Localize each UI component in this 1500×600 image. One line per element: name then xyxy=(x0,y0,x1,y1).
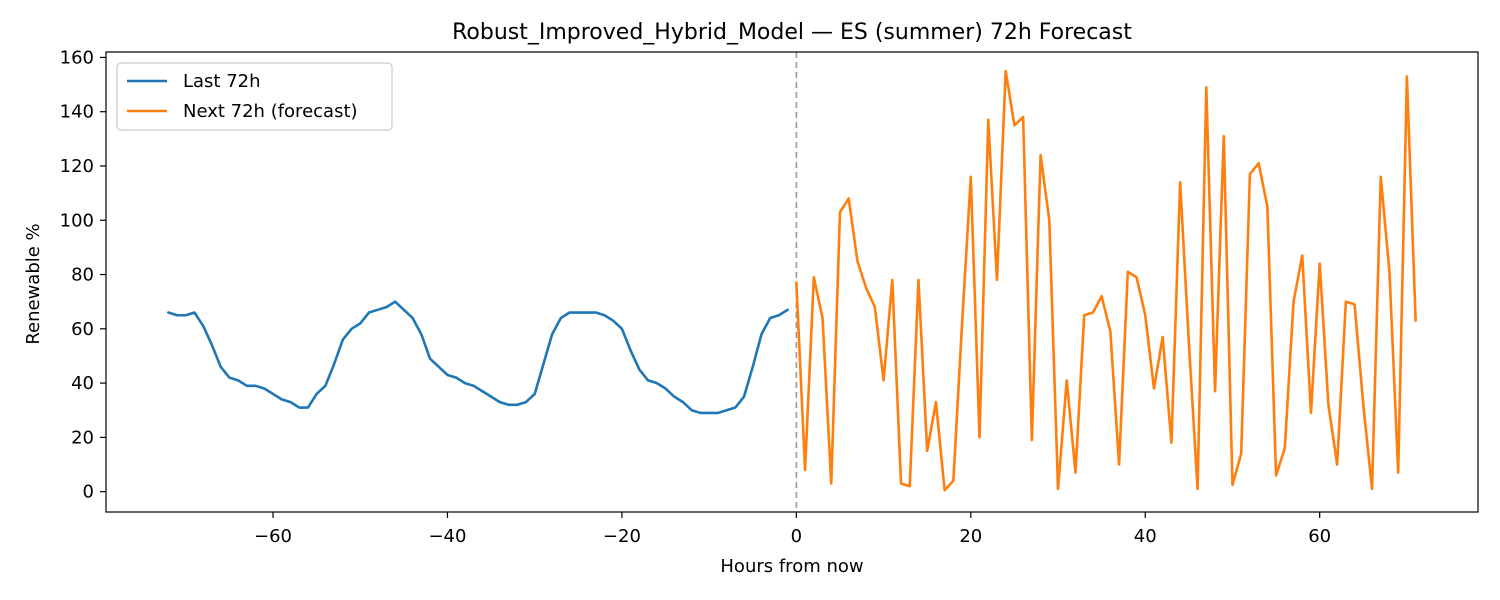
y-tick-label: 60 xyxy=(71,319,94,340)
y-axis-label: Renewable % xyxy=(23,223,44,344)
plot-area xyxy=(167,52,1417,512)
x-tick-label: −20 xyxy=(603,526,641,547)
y-tick-label: 40 xyxy=(71,373,94,394)
series-line-1 xyxy=(167,300,789,415)
axes-frame xyxy=(105,51,1479,513)
series-line-2 xyxy=(795,69,1417,492)
x-tick-label: 60 xyxy=(1308,526,1331,547)
legend-box xyxy=(116,62,393,131)
x-tick-label: 0 xyxy=(791,526,802,547)
y-tick-label: 0 xyxy=(83,482,94,503)
x-axis-label: Hours from now xyxy=(720,556,863,577)
legend-label-2: Next 72h (forecast) xyxy=(183,101,358,122)
y-tick-label: 80 xyxy=(71,265,94,286)
y-tick-label: 140 xyxy=(60,102,94,123)
x-tick-label: 40 xyxy=(1134,526,1157,547)
chart-title: Robust_Improved_Hybrid_Model — ES (summe… xyxy=(452,20,1132,45)
y-tick-label: 100 xyxy=(60,210,94,231)
y-tick-label: 20 xyxy=(71,427,94,448)
legend: Last 72h Next 72h (forecast) xyxy=(116,62,393,131)
y-tick-label: 120 xyxy=(60,156,94,177)
legend-label-1: Last 72h xyxy=(183,71,261,92)
axes: −60 −40 −20 0 20 40 60 0 20 40 60 80 100 120 140 160 xyxy=(60,47,1479,547)
x-tick-label: −60 xyxy=(254,526,292,547)
x-tick-label: −40 xyxy=(428,526,466,547)
y-tick-label: 160 xyxy=(60,47,94,68)
x-tick-label: 20 xyxy=(959,526,982,547)
